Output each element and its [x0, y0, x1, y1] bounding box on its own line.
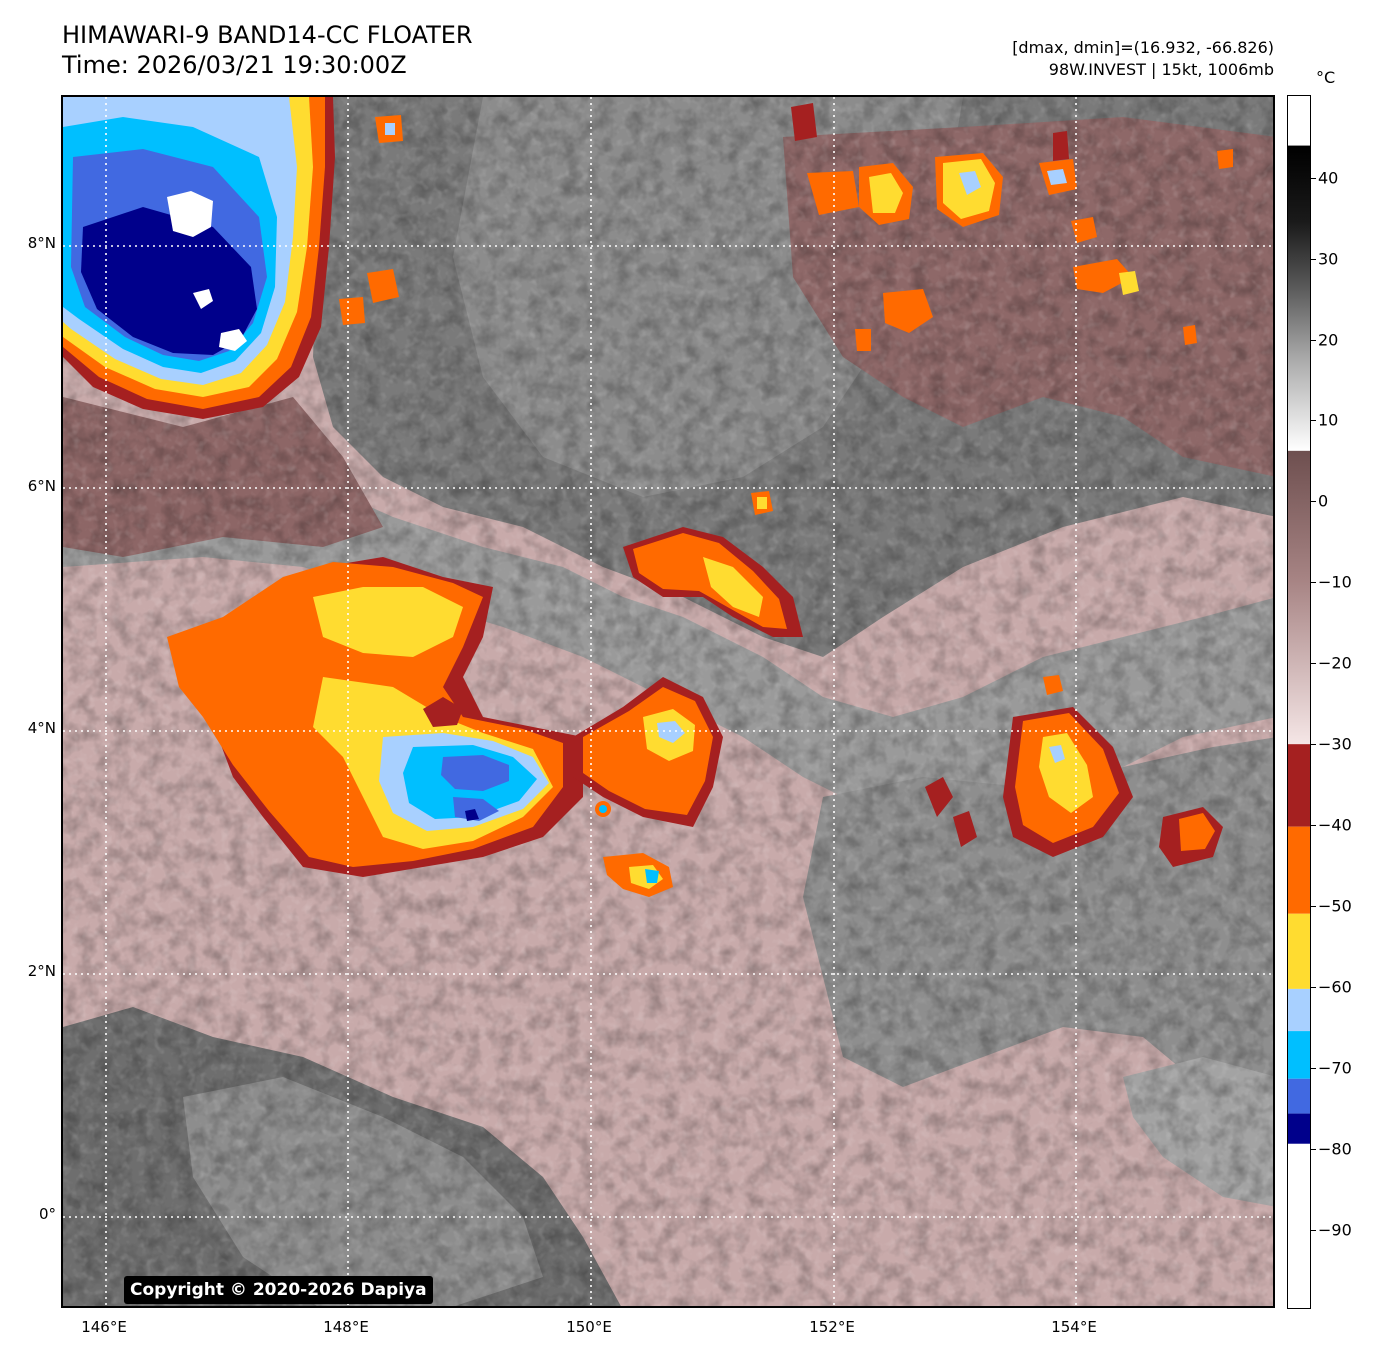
convection-northwest — [63, 97, 335, 419]
colorbar-tick — [1311, 744, 1316, 745]
colorbar-label: −40 — [1318, 815, 1352, 835]
colorbar-tick — [1311, 1149, 1316, 1150]
colorbar-label: 10 — [1318, 410, 1339, 430]
colorbar-unit: °C — [1316, 68, 1336, 87]
colorbar-label: −10 — [1318, 572, 1352, 592]
colorbar-brown-segment — [1288, 450, 1310, 745]
copyright-badge: Copyright © 2020-2026 Dapiya — [124, 1276, 433, 1304]
colorbar — [1287, 95, 1311, 1309]
colorbar-tick — [1311, 582, 1316, 583]
colorbar-tick — [1311, 1230, 1316, 1231]
colorbar-lightblue-segment — [1288, 988, 1310, 1032]
colorbar-label: −50 — [1318, 896, 1352, 916]
colorbar-tick — [1311, 663, 1316, 664]
colorbar-tick — [1311, 259, 1316, 260]
lat-label-8n: 8°N — [27, 234, 56, 252]
lat-label-2n: 2°N — [27, 962, 56, 980]
colorbar-greyscale-segment — [1288, 145, 1310, 451]
colorbar-tick — [1311, 1068, 1316, 1069]
lon-label-150e: 150°E — [566, 1318, 612, 1336]
colorbar-label: −70 — [1318, 1058, 1352, 1078]
lat-label-4n: 4°N — [27, 719, 56, 737]
lat-label-0: 0° — [38, 1205, 56, 1223]
colorbar-tick — [1311, 825, 1316, 826]
colorbar-label: 0 — [1318, 491, 1329, 511]
colorbar-label: −90 — [1318, 1220, 1352, 1240]
colorbar-label: −80 — [1318, 1139, 1352, 1159]
convection-east — [925, 675, 1223, 867]
convection-central — [167, 557, 583, 877]
colorbar-label: −60 — [1318, 977, 1352, 997]
colorbar-orange-segment — [1288, 826, 1310, 914]
lon-label-146e: 146°E — [81, 1318, 127, 1336]
colorbar-navy-segment — [1288, 1113, 1310, 1144]
convection-east-center — [573, 677, 723, 827]
colorbar-label: −20 — [1318, 653, 1352, 673]
lon-label-154e: 154°E — [1051, 1318, 1097, 1336]
satellite-imagery — [63, 97, 1273, 1306]
colorbar-label: −30 — [1318, 734, 1352, 754]
lon-label-152e: 152°E — [809, 1318, 855, 1336]
colorbar-darkred-segment — [1288, 744, 1310, 827]
graticule — [63, 97, 1273, 1306]
lon-label-148e: 148°E — [323, 1318, 369, 1336]
chart-title: HIMAWARI-9 BAND14-CC FLOATER Time: 2026/… — [62, 20, 473, 80]
colorbar-tick — [1311, 340, 1316, 341]
convection-northeast-cells — [791, 103, 1233, 351]
convection-north-center — [623, 527, 803, 637]
colorbar-royalblue-segment — [1288, 1078, 1310, 1114]
colorbar-tick — [1311, 987, 1316, 988]
title-line-1: HIMAWARI-9 BAND14-CC FLOATER — [62, 21, 473, 49]
colorbar-label: 40 — [1318, 168, 1339, 188]
title-line-2: Time: 2026/03/21 19:30:00Z — [62, 51, 407, 79]
storm-text: 98W.INVEST | 15kt, 1006mb — [1048, 60, 1274, 79]
colorbar-tick — [1311, 906, 1316, 907]
colorbar-label: 20 — [1318, 330, 1339, 350]
colorbar-yellow-segment — [1288, 913, 1310, 989]
storm-info: [dmax, dmin]=(16.932, -66.826) 98W.INVES… — [1012, 37, 1274, 81]
convection-small-south — [595, 801, 673, 897]
colorbar-tick — [1311, 178, 1316, 179]
convection-small-north — [339, 115, 773, 515]
colorbar-label: 30 — [1318, 249, 1339, 269]
colorbar-tick — [1311, 420, 1316, 421]
satellite-map[interactable]: Copyright © 2020-2026 Dapiya — [61, 95, 1275, 1308]
range-text: [dmax, dmin]=(16.932, -66.826) — [1012, 38, 1274, 57]
lat-label-6n: 6°N — [27, 477, 56, 495]
colorbar-cyan-segment — [1288, 1031, 1310, 1079]
colorbar-tick — [1311, 501, 1316, 502]
colorbar-white-segment — [1288, 1143, 1310, 1259]
